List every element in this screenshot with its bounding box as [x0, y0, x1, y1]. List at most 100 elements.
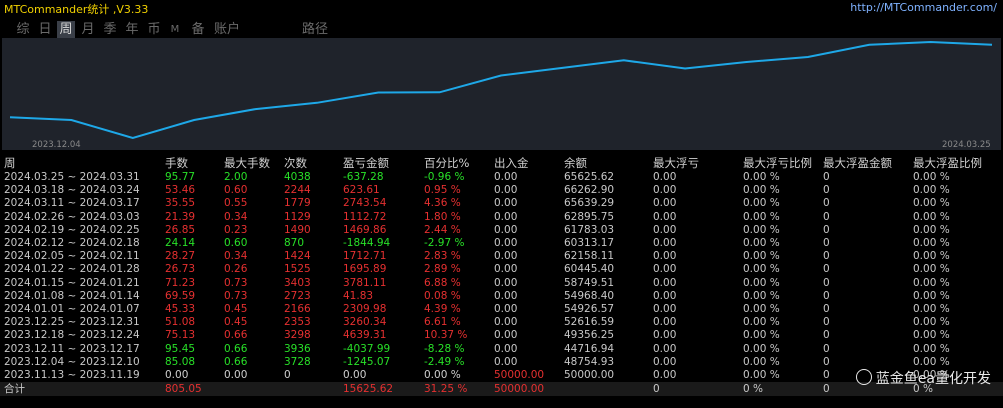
tab-account[interactable]: 账户 — [213, 22, 240, 37]
cell-max-float-profit: 0 — [823, 223, 830, 236]
tab-m[interactable]: M — [170, 24, 180, 35]
cell-week: 2023.12.11 ~ 2023.12.17 — [4, 342, 140, 355]
cell-max-float-profit: 0 — [823, 289, 830, 302]
cell-balance: 60313.17 — [564, 237, 615, 249]
cell-lots: 69.59 — [165, 289, 196, 302]
cell-week: 2024.02.26 ~ 2024.03.03 — [4, 210, 140, 223]
tab-currency[interactable]: 币 — [147, 22, 161, 37]
cell-max-float-profit: 0 — [823, 250, 830, 263]
cell-deposit: 0.00 — [494, 250, 518, 263]
cell-balance: 60445.40 — [564, 263, 615, 276]
cell-max-float-profit: 0 — [823, 210, 830, 223]
cell-max-float-loss-pct: 0.00 % — [743, 184, 780, 197]
cell-count: 0 — [284, 369, 291, 381]
table-row[interactable]: 2024.01.01 ~ 2024.01.07 45.33 0.45 2166 2309… — [0, 302, 1003, 316]
header-week[interactable]: 周 — [4, 156, 16, 170]
header-count[interactable]: 次数 — [284, 156, 307, 170]
cell-percent: 2.83 % — [424, 250, 461, 263]
cell-balance: 44716.94 — [564, 342, 615, 355]
cell-percent: 0.08 % — [424, 289, 461, 302]
cell-max-lots: 0.66 — [224, 342, 248, 355]
table-row[interactable]: 2023.12.04 ~ 2023.12.10 85.08 0.66 3728 -124… — [0, 355, 1003, 369]
total-max-float-profit: 0 — [823, 383, 830, 396]
header-percent[interactable]: 百分比% — [424, 156, 470, 170]
total-max-float-profit-pct: 0 % — [913, 383, 933, 396]
total-deposit: 50000.00 — [494, 383, 545, 396]
cell-week: 2024.03.18 ~ 2024.03.24 — [4, 184, 140, 197]
table-row[interactable]: 2023.12.11 ~ 2023.12.17 95.45 0.66 3936 -403… — [0, 342, 1003, 356]
header-deposit[interactable]: 出入金 — [494, 156, 529, 170]
cell-lots: 0.00 — [165, 369, 189, 381]
cell-lots: 85.08 — [165, 355, 196, 368]
cell-percent: 4.36 % — [424, 197, 461, 210]
cell-lots: 35.55 — [165, 197, 196, 210]
table-row[interactable]: 2024.02.12 ~ 2024.02.18 24.14 0.60 870 -1844… — [0, 236, 1003, 250]
table-row[interactable]: 2024.03.25 ~ 2024.03.31 95.77 2.00 4038 -637… — [0, 170, 1003, 184]
cell-pnl: -4037.99 — [343, 342, 391, 355]
cell-max-float-loss-pct: 0.00 % — [743, 197, 780, 210]
tab-month[interactable]: 月 — [81, 22, 95, 37]
tab-summary[interactable]: 综 — [16, 22, 30, 37]
cell-max-float-profit: 0 — [823, 263, 830, 276]
table-row[interactable]: 2023.11.13 ~ 2023.11.19 0.00 0.00 0 0.00 0.00… — [0, 368, 1003, 382]
website-link[interactable]: http://MTCommander.com/ — [850, 1, 997, 14]
table-row[interactable]: 2024.03.18 ~ 2024.03.24 53.46 0.60 2244 623.… — [0, 183, 1003, 197]
header-max-float-profit[interactable]: 最大浮盈金额 — [823, 156, 892, 170]
table-row[interactable]: 2024.01.08 ~ 2024.01.14 69.59 0.73 2723 41.8… — [0, 289, 1003, 303]
cell-pnl: 41.83 — [343, 289, 374, 302]
cell-pnl: 623.61 — [343, 184, 380, 197]
tab-path[interactable]: 路径 — [301, 22, 328, 37]
header-max-float-loss[interactable]: 最大浮亏 — [653, 156, 699, 170]
header-lots[interactable]: 手数 — [165, 156, 188, 170]
cell-max-lots: 0.73 — [224, 289, 248, 302]
cell-deposit: 0.00 — [494, 316, 518, 329]
tab-backup[interactable]: 备 — [191, 22, 205, 37]
cell-week: 2023.12.25 ~ 2023.12.31 — [4, 316, 140, 329]
table-row[interactable]: 2024.01.15 ~ 2024.01.21 71.23 0.73 3403 3781… — [0, 276, 1003, 290]
cell-max-float-profit-pct: 0.00 % — [913, 197, 950, 210]
cell-deposit: 0.00 — [494, 184, 518, 197]
cell-max-lots: 0.34 — [224, 250, 248, 263]
cell-max-lots: 0.66 — [224, 329, 248, 342]
table-row[interactable]: 2023.12.18 ~ 2023.12.24 75.13 0.66 3298 4639… — [0, 328, 1003, 342]
table-row[interactable]: 2024.02.05 ~ 2024.02.11 28.27 0.34 1424 1712… — [0, 249, 1003, 263]
cell-max-float-loss-pct: 0.00 % — [743, 223, 780, 236]
cell-deposit: 0.00 — [494, 276, 518, 289]
tab-day[interactable]: 日 — [38, 22, 52, 37]
table-row[interactable]: 2024.01.22 ~ 2024.01.28 26.73 0.26 1525 1695… — [0, 262, 1003, 276]
cell-week: 2023.12.18 ~ 2023.12.24 — [4, 329, 140, 342]
channel-logo-icon — [855, 369, 872, 385]
cell-balance: 54926.57 — [564, 303, 615, 315]
cell-max-float-profit: 0 — [823, 342, 830, 355]
table-row[interactable]: 2024.03.11 ~ 2024.03.17 35.55 0.55 1779 2743… — [0, 196, 1003, 210]
total-percent: 31.25 % — [424, 383, 468, 396]
table-row[interactable]: 2023.12.25 ~ 2023.12.31 51.08 0.45 2353 3260… — [0, 315, 1003, 329]
cell-deposit: 0.00 — [494, 223, 518, 236]
tab-year[interactable]: 年 — [125, 22, 139, 37]
header-max-float-loss-pct[interactable]: 最大浮亏比例 — [743, 156, 812, 170]
cell-max-float-loss: 0.00 — [653, 210, 677, 223]
table-row[interactable]: 2024.02.19 ~ 2024.02.25 26.85 0.23 1490 1469… — [0, 223, 1003, 237]
tab-quarter[interactable]: 季 — [103, 22, 117, 37]
cell-pnl: -1245.07 — [343, 355, 391, 368]
cell-pnl: 1712.71 — [343, 250, 387, 263]
total-week: 合计 — [4, 383, 25, 396]
cell-max-float-loss-pct: 0.00 % — [743, 316, 780, 329]
header-balance[interactable]: 余额 — [564, 156, 587, 170]
cell-max-float-profit-pct: 0.00 % — [913, 355, 950, 368]
cell-pnl: -1844.94 — [343, 237, 391, 249]
cell-percent: 10.37 % — [424, 329, 468, 342]
tab-week[interactable]: 周 — [57, 21, 75, 39]
header-max-float-profit-pct[interactable]: 最大浮盈比例 — [913, 156, 982, 170]
cell-pnl: 4639.31 — [343, 329, 387, 342]
header-max-lots[interactable]: 最大手数 — [224, 156, 270, 170]
cell-count: 3728 — [284, 355, 311, 368]
cell-deposit: 50000.00 — [494, 369, 545, 381]
cell-max-float-loss-pct: 0.00 % — [743, 171, 780, 183]
cell-week: 2023.12.04 ~ 2023.12.10 — [4, 355, 140, 368]
cell-lots: 26.73 — [165, 263, 196, 276]
header-pnl[interactable]: 盈亏金额 — [343, 156, 389, 170]
table-row[interactable]: 2024.02.26 ~ 2024.03.03 21.39 0.34 1129 1112… — [0, 210, 1003, 224]
cell-pnl: 3781.11 — [343, 276, 387, 289]
cell-percent: 2.44 % — [424, 223, 461, 236]
